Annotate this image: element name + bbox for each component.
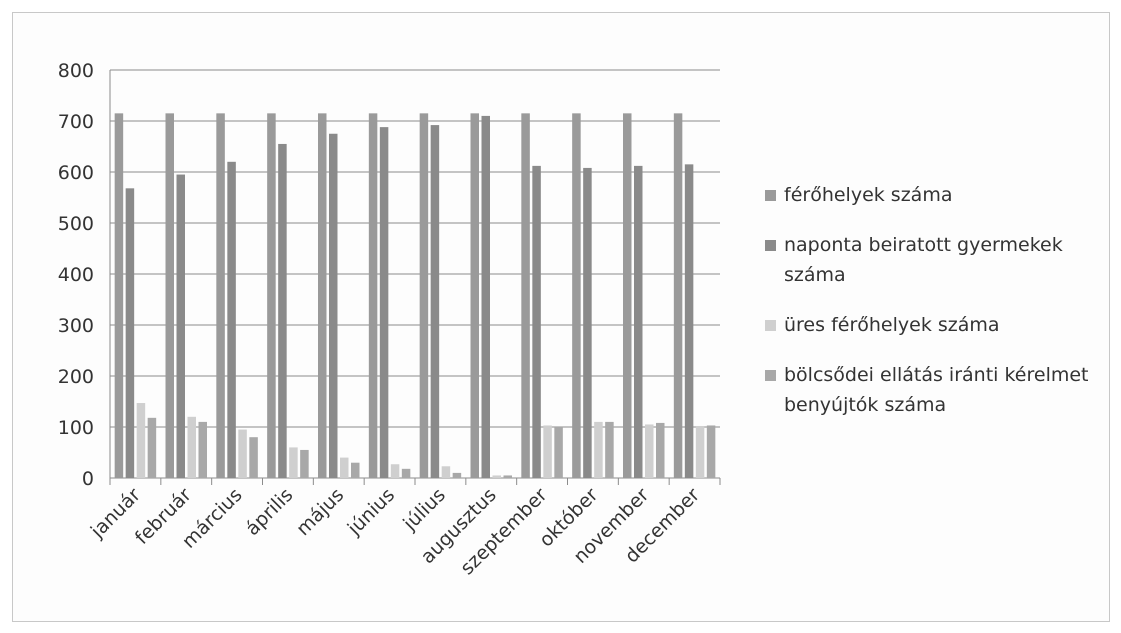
bar-2 [532, 165, 541, 478]
bar-3 [441, 466, 451, 478]
bar-4 [351, 462, 360, 478]
bar-3 [187, 416, 196, 478]
bar-3 [390, 464, 400, 478]
legend-swatch [765, 240, 776, 251]
bar-2 [481, 115, 490, 479]
bar-1 [267, 113, 276, 478]
bar-1 [318, 113, 327, 478]
bar-2 [125, 188, 135, 478]
bar-1 [216, 113, 225, 478]
bar-4 [147, 417, 157, 478]
y-tick-label: 300 [58, 315, 94, 337]
legend-item: bölcsődei ellátás iránti kérelmet benyúj… [765, 360, 1105, 420]
y-tick-label: 0 [82, 468, 94, 490]
category-label: április [241, 484, 297, 540]
bar-2 [227, 161, 236, 479]
bar-2 [379, 127, 389, 479]
legend-item: naponta beiratott gyermekek száma [765, 230, 1105, 290]
legend: férőhelyek száma naponta beiratott gyerme… [765, 180, 1105, 440]
bar-1 [368, 113, 378, 478]
bar-1 [521, 113, 530, 478]
y-tick-label: 700 [58, 111, 94, 133]
bar-3 [136, 403, 146, 478]
bar-2 [430, 125, 440, 478]
bar-2 [329, 133, 338, 478]
bar-3 [340, 457, 349, 478]
legend-item: férőhelyek száma [765, 180, 1105, 210]
bar-4 [503, 475, 512, 478]
y-tick-label: 800 [58, 60, 94, 82]
bar-1 [673, 113, 683, 478]
bar-4 [554, 427, 563, 478]
bar-4 [401, 468, 411, 478]
bar-1 [572, 113, 581, 478]
bar-4 [605, 421, 614, 478]
legend-label: üres férőhelyek száma [784, 314, 1000, 336]
bar-2 [176, 174, 185, 479]
bar-1 [165, 113, 174, 478]
bar-3 [289, 447, 298, 478]
bar-1 [623, 113, 632, 478]
y-tick-label: 400 [58, 264, 94, 286]
y-tick-label: 500 [58, 213, 94, 235]
bar-4 [198, 421, 207, 478]
y-tick-label: 200 [58, 366, 94, 388]
bar-3 [594, 421, 603, 478]
category-label: május [292, 484, 348, 540]
bar-2 [634, 165, 643, 478]
legend-swatch [765, 320, 776, 331]
bar-2 [684, 164, 694, 478]
bar-4 [300, 449, 309, 478]
bar-3 [543, 425, 552, 478]
bar-3 [695, 425, 705, 478]
category-label: június [343, 484, 399, 540]
bar-3 [645, 424, 654, 478]
y-tick-label: 100 [58, 417, 94, 439]
legend-label: naponta beiratott gyermekek száma [784, 234, 1063, 286]
bar-4 [656, 422, 665, 478]
bar-1 [470, 113, 479, 478]
bar-4 [452, 472, 462, 478]
chart-frame [12, 12, 1110, 622]
bar-2 [583, 167, 592, 479]
bar-3 [492, 475, 501, 478]
y-tick-label: 600 [58, 162, 94, 184]
bar-1 [419, 113, 429, 478]
legend-item: üres férőhelyek száma [765, 310, 1105, 340]
legend-label: férőhelyek száma [784, 184, 953, 206]
bar-4 [249, 437, 258, 478]
legend-label: bölcsődei ellátás iránti kérelmet benyúj… [784, 364, 1089, 416]
bar-1 [114, 113, 124, 478]
legend-swatch [765, 190, 776, 201]
bar-3 [238, 429, 247, 478]
bar-2 [278, 143, 287, 478]
bar-4 [706, 425, 716, 478]
legend-swatch [765, 370, 776, 381]
